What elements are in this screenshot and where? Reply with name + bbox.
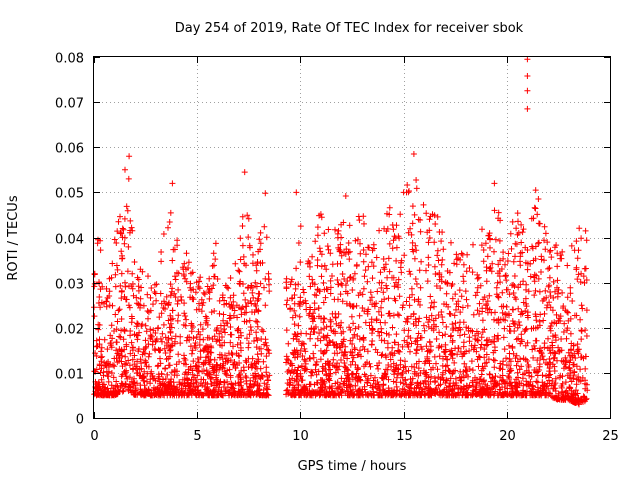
roti-points (91, 56, 591, 408)
x-tick-label: 5 (193, 429, 201, 444)
y-tick-label: 0.04 (55, 233, 84, 248)
y-tick-label: 0.07 (55, 97, 84, 112)
data-points (91, 56, 591, 408)
y-axis-label: ROTI / TECUs (6, 195, 21, 280)
x-axis-label: GPS time / hours (298, 459, 407, 474)
x-tick-label: 15 (396, 429, 413, 444)
x-tick-label: 25 (602, 429, 619, 444)
y-tick-label: 0.08 (55, 52, 84, 67)
chart-title: Day 254 of 2019, Rate Of TEC Index for r… (175, 21, 524, 36)
y-tick-label: 0.01 (55, 368, 84, 383)
x-tick-label: 0 (90, 429, 98, 444)
plot-frame (93, 56, 611, 419)
y-tick-label: 0 (76, 413, 84, 428)
y-tick-label: 0.02 (55, 323, 84, 338)
y-tick-label: 0.03 (55, 278, 84, 293)
x-tick-label: 10 (292, 429, 309, 444)
axis-ticks: 0 0.01 0.02 0.03 0.04 0.05 0.06 0.07 0.08 0 5 10 15 2… (55, 52, 619, 445)
x-tick-label: 20 (499, 429, 516, 444)
y-tick-label: 0.05 (55, 187, 84, 202)
y-tick-label: 0.06 (55, 142, 84, 157)
